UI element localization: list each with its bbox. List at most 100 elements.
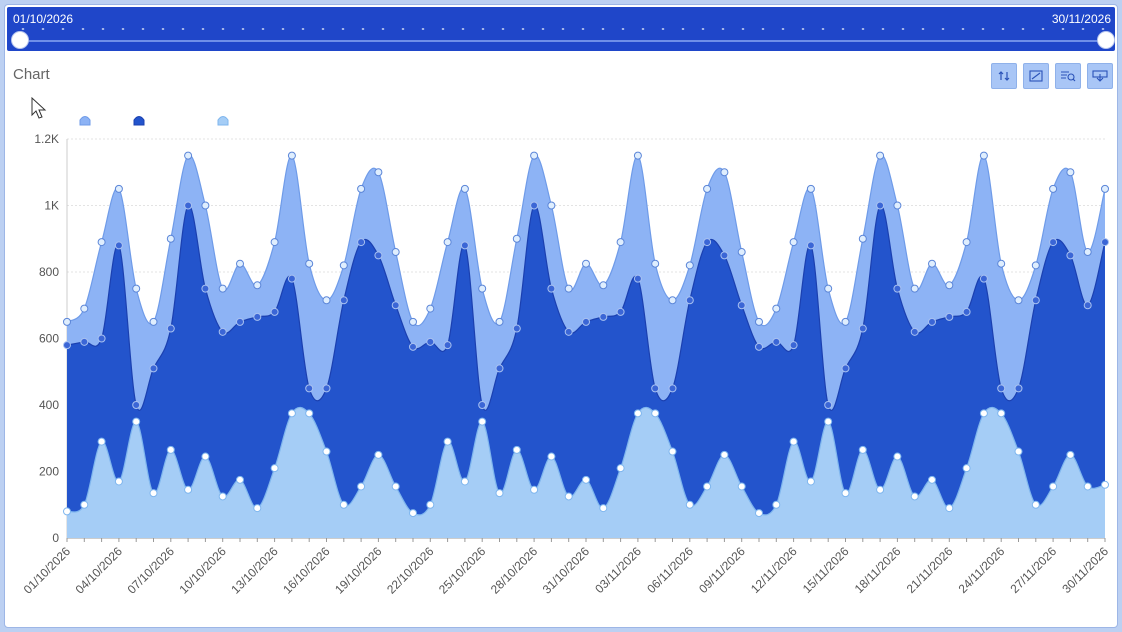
data-point [893, 284, 902, 293]
data-point [391, 482, 400, 491]
data-point [997, 259, 1006, 268]
data-point [962, 464, 971, 473]
y-tick-label: 800 [39, 265, 59, 279]
data-point [668, 447, 677, 456]
data-point [945, 312, 954, 321]
x-tick-label: 13/10/2026 [228, 544, 281, 597]
data-point [789, 238, 798, 247]
data-point [841, 364, 850, 373]
data-point [166, 324, 175, 333]
data-point [789, 437, 798, 446]
data-point [512, 324, 521, 333]
data-point [339, 261, 348, 270]
x-tick-label: 30/11/2026 [1059, 544, 1111, 596]
data-point [270, 238, 279, 247]
data-point [1083, 248, 1092, 257]
data-point [1101, 184, 1109, 193]
data-point [703, 184, 712, 193]
data-point [1101, 480, 1109, 489]
data-point [63, 317, 71, 326]
data-point [374, 450, 383, 459]
data-point [409, 342, 417, 351]
data-point [253, 281, 262, 290]
data-point [530, 485, 539, 494]
data-point [218, 492, 227, 501]
x-tick-label: 27/11/2026 [1007, 544, 1059, 596]
data-point [547, 284, 556, 293]
data-point [391, 248, 400, 257]
data-point [858, 445, 867, 454]
data-point [460, 184, 469, 193]
data-point [582, 475, 590, 484]
data-point [426, 304, 435, 313]
data-point [63, 507, 71, 516]
data-point [772, 304, 781, 313]
data-point [910, 284, 919, 293]
range-start-handle[interactable] [11, 31, 29, 49]
data-point [478, 417, 487, 426]
x-tick-label: 10/10/2026 [176, 544, 229, 597]
data-point [651, 384, 660, 393]
data-point [755, 317, 763, 326]
data-point [1031, 296, 1040, 305]
download-button[interactable] [1087, 63, 1113, 89]
data-point [547, 452, 556, 461]
data-point [824, 417, 833, 426]
data-point [1031, 261, 1040, 270]
data-point [755, 342, 763, 351]
data-point [806, 477, 815, 486]
y-tick-label: 0 [52, 531, 59, 545]
range-track [17, 40, 1105, 42]
data-point [97, 238, 106, 247]
data-point [495, 489, 504, 498]
data-point [478, 284, 487, 293]
data-point [824, 284, 833, 293]
data-point [945, 504, 954, 513]
data-point [616, 307, 625, 316]
data-point [270, 307, 279, 316]
data-point [305, 409, 314, 418]
x-tick-label: 31/10/2026 [540, 544, 593, 597]
data-point [287, 151, 296, 160]
data-point [685, 296, 694, 305]
data-point [270, 464, 279, 473]
range-start-label: 01/10/2026 [13, 12, 74, 26]
data-point [599, 281, 608, 290]
range-end-handle[interactable] [1097, 31, 1115, 49]
data-point [685, 261, 694, 270]
data-point [460, 477, 469, 486]
data-point [305, 384, 314, 393]
zoom-reset-icon [1061, 71, 1076, 82]
data-point [633, 274, 642, 283]
data-point [1066, 251, 1075, 260]
data-point [80, 304, 89, 313]
data-point [910, 327, 919, 336]
data-point [755, 509, 763, 518]
data-point [253, 504, 262, 513]
data-point [997, 384, 1006, 393]
data-point [1031, 500, 1040, 509]
data-point [772, 500, 781, 509]
data-point [599, 312, 608, 321]
data-point [928, 475, 936, 484]
data-point [512, 445, 521, 454]
data-point [668, 296, 677, 305]
data-point [547, 201, 556, 210]
zoom-reset-button[interactable] [1055, 63, 1081, 89]
data-point [841, 489, 850, 498]
data-point [512, 234, 521, 243]
data-point [564, 284, 573, 293]
data-point [858, 324, 867, 333]
zoom-area-button[interactable] [1023, 63, 1049, 89]
sort-button[interactable] [991, 63, 1017, 89]
data-point [616, 464, 625, 473]
data-point [287, 409, 296, 418]
sort-icon [998, 71, 1010, 81]
data-point [703, 238, 712, 247]
data-point [1066, 450, 1075, 459]
data-point [322, 296, 331, 305]
data-point [1066, 168, 1075, 177]
data-point [1014, 384, 1023, 393]
data-point [1014, 296, 1023, 305]
date-range-slider[interactable]: 01/10/2026 30/11/2026 [7, 7, 1115, 51]
